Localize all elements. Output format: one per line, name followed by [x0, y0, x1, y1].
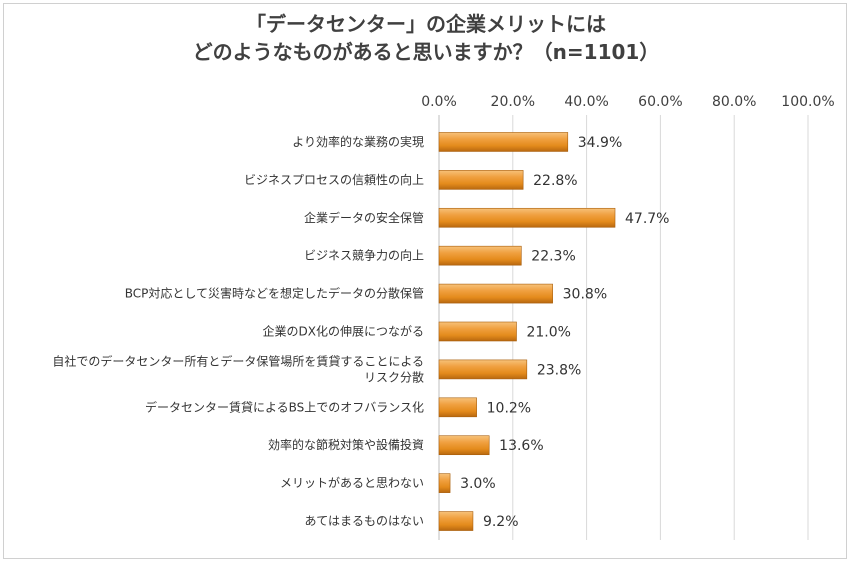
- bar: [438, 283, 553, 304]
- category-label: データセンター賃貸によるBS上でのオフバランス化: [145, 399, 424, 414]
- x-tick-label: 0.0%: [421, 94, 457, 110]
- x-tick-label: 40.0%: [564, 94, 608, 110]
- category-label: BCP対応として災害時などを想定したデータの分散保管: [125, 286, 424, 301]
- category-label: リスク分散: [364, 369, 424, 384]
- bar: [438, 245, 522, 266]
- chart-title-line-1: 「データセンター」の企業メリットには: [246, 12, 606, 36]
- bar: [438, 473, 451, 493]
- data-label: 23.8%: [537, 362, 581, 378]
- chart-title: 「データセンター」の企業メリットには どのようなものがあると思いますか？（n=1…: [0, 10, 852, 66]
- data-label: 21.0%: [526, 325, 570, 341]
- category-label: ビジネスプロセスの信頼性の向上: [244, 172, 424, 187]
- x-axis-tick-labels: 0.0% 20.0% 40.0% 60.0% 80.0% 100.0%: [421, 94, 834, 110]
- category-label: あてはまるものはない: [304, 514, 424, 528]
- data-label: 10.2%: [487, 400, 531, 416]
- x-tick-label: 100.0%: [781, 94, 834, 110]
- bar: [438, 170, 524, 190]
- category-label: 自社でのデータセンター所有とデータ保管場所を賃貸することによる: [52, 353, 424, 368]
- chart-title-line-2: どのようなものがあると思いますか？（n=1101）: [192, 40, 660, 64]
- bar: [438, 321, 517, 342]
- data-label: 13.6%: [499, 438, 543, 454]
- data-label: 47.7%: [625, 211, 669, 227]
- bars: 34.9% 22.8% 47.7% 22.3% 30.8% 21.0% 23.8% 10.2%…: [438, 132, 669, 531]
- bar: [438, 397, 477, 418]
- x-tick-label: 20.0%: [491, 94, 535, 110]
- category-label: 企業のDX化の伸展につながる: [263, 324, 424, 339]
- data-label: 9.2%: [483, 514, 519, 530]
- bar: [438, 207, 616, 228]
- category-labels: より効率的な業務の実現ビジネスプロセスの信頼性の向上企業データの安全保管ビジネス…: [52, 134, 424, 528]
- category-label: 企業データの安全保管: [304, 210, 424, 225]
- category-label: より効率的な業務の実現: [292, 134, 424, 149]
- data-label: 22.3%: [531, 249, 575, 265]
- x-tick-label: 60.0%: [638, 94, 682, 110]
- bar: [438, 132, 569, 152]
- category-label: 効率的な節税対策や設備投資: [268, 437, 424, 452]
- bar: [438, 359, 528, 380]
- data-label: 22.8%: [533, 173, 577, 189]
- x-tick-label: 80.0%: [712, 94, 756, 110]
- data-label: 34.9%: [578, 135, 622, 151]
- category-label: メリットがあると思わない: [280, 475, 424, 490]
- bar: [438, 435, 490, 456]
- category-label: ビジネス競争力の向上: [304, 248, 424, 263]
- bar: [438, 511, 474, 531]
- data-label: 30.8%: [563, 287, 607, 303]
- data-label: 3.0%: [460, 476, 496, 492]
- chart-frame: [3, 3, 847, 559]
